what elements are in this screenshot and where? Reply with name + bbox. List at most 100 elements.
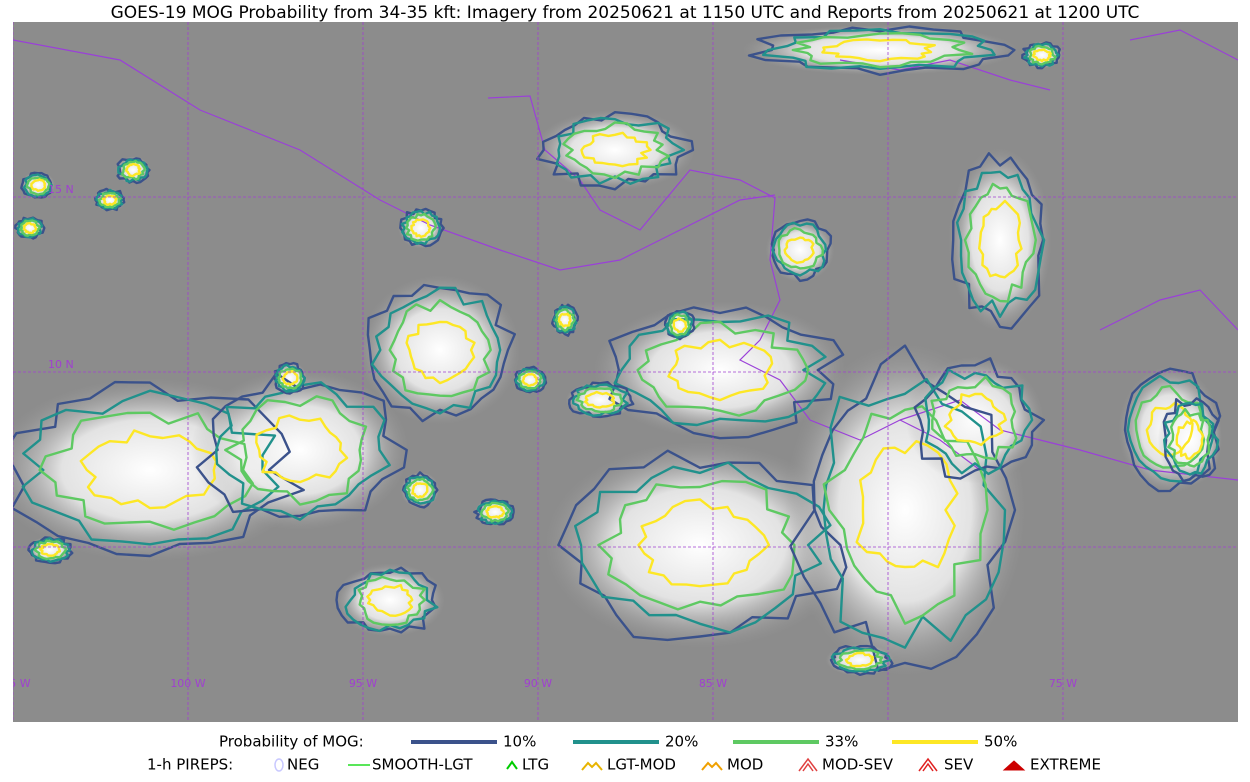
legend-label: EXTREME (1030, 756, 1101, 774)
pirep-icon (581, 761, 603, 771)
contour-layer (13, 25, 1222, 676)
probability-contour (357, 575, 427, 627)
probability-contour (951, 152, 1045, 330)
probability-contour (562, 121, 670, 180)
probability-contour (571, 383, 629, 417)
probability-contour (777, 226, 824, 270)
probability-contour (215, 381, 391, 521)
probability-contour (388, 298, 492, 398)
probability-contour (22, 221, 38, 235)
legend-label: LGT-MOD (607, 756, 676, 774)
probability-contour (30, 536, 72, 563)
probability-contour (124, 162, 142, 178)
probability-contour (366, 283, 516, 423)
probability-contour (829, 644, 894, 676)
probability-contour (97, 191, 122, 209)
lon-label: 100 W (170, 677, 205, 690)
probability-contour (344, 568, 439, 633)
probability-contour (844, 651, 875, 668)
probability-contour (30, 178, 47, 193)
probability-contour (789, 344, 1017, 672)
probability-contour (18, 219, 41, 237)
map: 15 N 10 N 105 W 100 W 95 W 90 W 85 W 75 … (13, 22, 1238, 722)
probability-contour (762, 28, 996, 70)
legend-label: 33% (825, 733, 858, 751)
probability-contour (955, 170, 1046, 318)
legend-label: SMOOTH-LGT (372, 756, 473, 774)
probability-contour (401, 471, 439, 509)
probability-contour (1032, 48, 1052, 63)
probability-contour (20, 171, 53, 199)
probability-contour (1175, 418, 1205, 460)
graticule (13, 22, 1238, 722)
probability-contour (665, 310, 694, 339)
probability-contour (480, 501, 510, 523)
probability-contour (411, 482, 429, 499)
probability-contour (555, 116, 686, 185)
pirep-icon (1002, 760, 1026, 771)
probability-contour (335, 566, 437, 634)
legend-heading: 1-h PIREPS: (147, 756, 233, 774)
cloud (534, 109, 696, 191)
probability-contour (574, 461, 832, 634)
lon-label: 85 W (699, 677, 727, 690)
probability-contour (195, 372, 408, 518)
legend-label: 50% (984, 733, 1017, 751)
legend-label: 10% (503, 733, 536, 751)
probability-contour (822, 377, 1007, 649)
probability-contour (1162, 397, 1220, 483)
legend-label: LTG (522, 756, 549, 774)
pirep-icon (274, 758, 284, 772)
probability-contour (370, 286, 502, 415)
probability-contour (1028, 44, 1057, 66)
probability-contour (95, 188, 124, 210)
legend-label: SEV (944, 756, 974, 774)
probability-contour (597, 479, 796, 611)
probability-contour (1123, 367, 1222, 493)
legend-label: NEG (287, 756, 319, 774)
probability-contour (514, 368, 546, 393)
probability-contour (552, 305, 578, 334)
lon-label: 90 W (524, 677, 552, 690)
probability-contour (255, 414, 349, 484)
probability-contour (406, 477, 435, 502)
probability-contour (943, 392, 1007, 447)
probability-contour (771, 221, 828, 277)
probability-contour (636, 320, 810, 417)
lat-label: 10 N (48, 358, 74, 371)
legend-heading: Probability of MOG: (219, 733, 364, 751)
probability-contour (277, 367, 303, 390)
cloud (765, 217, 835, 283)
probability-contour (38, 411, 254, 531)
title: GOES-19 MOG Probability from 34-35 kft: … (111, 3, 1140, 23)
lon-label: 75 W (1049, 677, 1077, 690)
lat-label: 15 N (48, 183, 74, 196)
probability-contour (557, 312, 572, 328)
probability-contour (116, 157, 151, 185)
probability-contour (930, 375, 1018, 461)
legend-label: MOD-SEV (822, 756, 894, 774)
probability-contour (521, 373, 538, 387)
cloud (906, 356, 1044, 484)
probability-contour (1167, 407, 1211, 468)
probability-contour (405, 320, 476, 385)
probability-contour (668, 313, 691, 337)
probability-contour (33, 539, 67, 561)
probability-contour (121, 159, 146, 181)
probability-contour (667, 338, 774, 402)
probability-contour (101, 194, 118, 206)
probability-contour (1145, 401, 1194, 457)
probability-contour (613, 314, 827, 427)
cloud (544, 441, 856, 649)
probability-contour (783, 236, 815, 264)
probability-contour (913, 357, 1046, 480)
legend-label: 20% (665, 733, 698, 751)
probability-contour (822, 405, 989, 625)
cloud (565, 381, 635, 419)
probability-contour (13, 380, 305, 558)
probability-contour (272, 361, 306, 395)
probability-contour (400, 209, 442, 246)
probability-contour (224, 395, 368, 506)
probability-contour (21, 389, 280, 546)
probability-contour (476, 499, 514, 525)
